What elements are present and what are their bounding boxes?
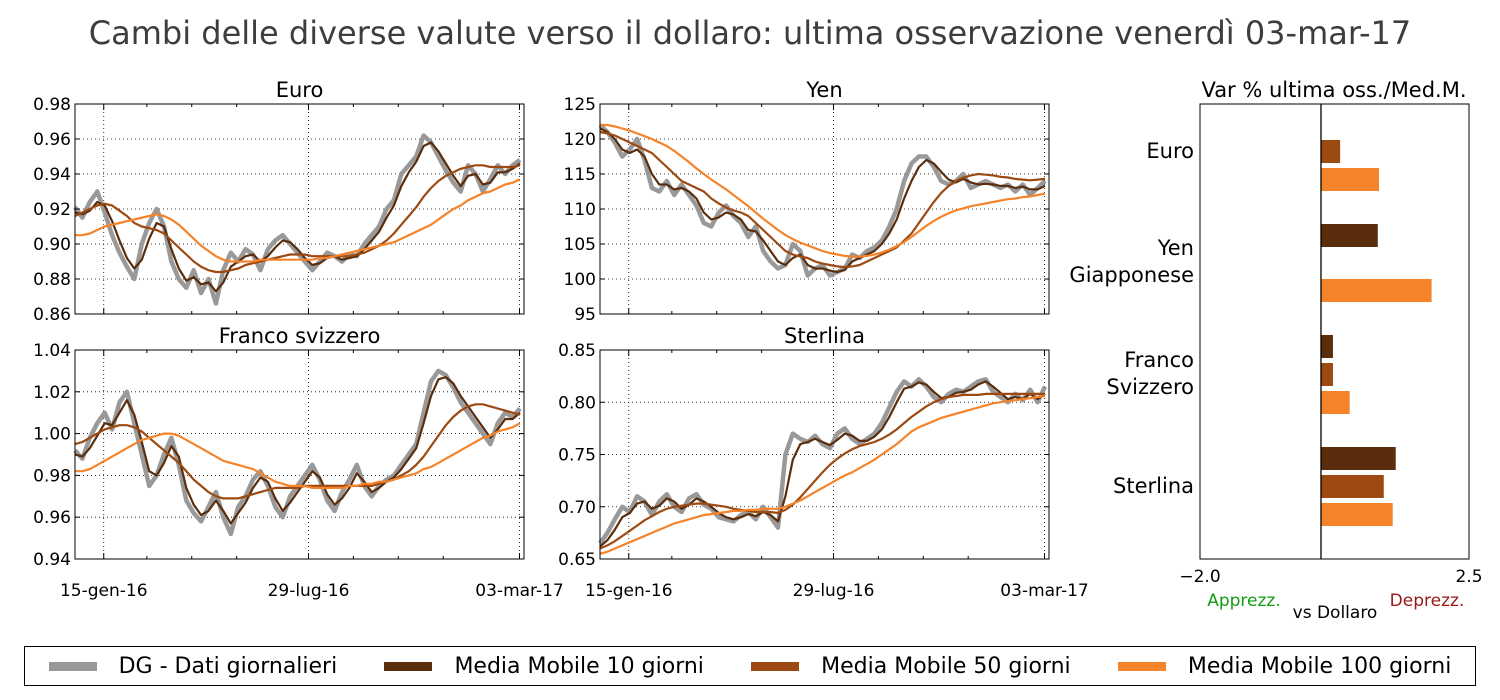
chart-yen: 95 100 105 110 115 120 125 Yen — [564, 78, 1050, 325]
bar — [1321, 224, 1378, 247]
chart-title: Sterlina — [784, 324, 865, 348]
bar — [1321, 335, 1333, 358]
series-daily-line — [73, 133, 522, 306]
legend-item-daily: DG - Dati giornalieri — [48, 653, 338, 679]
y-tick-label: 0.80 — [558, 393, 596, 413]
series-daily-line — [598, 123, 1047, 278]
series-ma50-line — [599, 392, 1045, 550]
bar — [1321, 447, 1396, 470]
x-tick-label: 29-lug-16 — [268, 581, 350, 601]
legend-swatch-ma50 — [751, 661, 800, 671]
series-ma10-line — [599, 127, 1046, 274]
bar — [1321, 391, 1350, 414]
chart-title: Euro — [276, 78, 324, 102]
x-tick-label: 03-mar-17 — [475, 581, 563, 601]
legend-item-ma50: Media Mobile 50 giorni — [751, 653, 1071, 679]
category-label: Yen — [1157, 236, 1194, 260]
series-ma100-line — [75, 422, 521, 489]
category-label: Franco — [1124, 348, 1194, 372]
x-tick-label: 29-lug-16 — [793, 581, 875, 601]
y-tick-label: 125 — [564, 95, 596, 115]
chart-title: Yen — [805, 78, 842, 102]
x-tick-label: 2.5 — [1455, 567, 1482, 587]
y-tick-label: 0.96 — [33, 130, 71, 150]
category-label: Svizzero — [1106, 375, 1194, 399]
y-tick-label: 0.94 — [33, 550, 71, 570]
chart-var-percent: −2.0 2.5 Euro Yen Giapponese Franco Svizzero St… — [1069, 78, 1482, 623]
bar — [1321, 279, 1432, 302]
category-label: Giapponese — [1069, 263, 1194, 287]
bar — [1321, 168, 1379, 191]
series-ma100-line — [600, 123, 1046, 258]
y-tick-label: 0.65 — [558, 550, 596, 570]
chart-franco-svizzero: 0.94 0.96 0.98 1.00 1.02 1.04 15-gen-16 29-lug-… — [33, 324, 564, 601]
legend: DG - Dati giornalieri Media Mobile 10 gi… — [24, 646, 1476, 686]
y-tick-label: 0.88 — [33, 270, 71, 290]
series-ma100-line — [75, 178, 521, 263]
chart-title: Var % ultima oss./Med.M. — [1201, 78, 1466, 102]
series-ma10-line — [599, 380, 1046, 548]
y-tick-label: 0.98 — [33, 466, 71, 486]
legend-swatch-ma10 — [384, 661, 433, 671]
bar — [1321, 503, 1393, 526]
y-tick-label: 0.94 — [33, 165, 71, 185]
vs-dollaro-label: vs Dollaro — [1293, 603, 1378, 623]
y-tick-label: 115 — [564, 165, 596, 185]
legend-swatch-ma100 — [1117, 661, 1166, 671]
y-tick-label: 0.92 — [33, 200, 71, 220]
y-tick-label: 0.70 — [558, 498, 596, 518]
series-ma10-line — [74, 141, 521, 293]
y-tick-label: 1.02 — [33, 383, 71, 403]
x-tick-label: −2.0 — [1179, 567, 1220, 587]
y-tick-label: 0.86 — [33, 305, 71, 325]
y-tick-label: 120 — [564, 130, 596, 150]
category-label: Euro — [1146, 139, 1194, 163]
legend-label-ma50: Media Mobile 50 giorni — [821, 653, 1071, 679]
series-ma50-line — [599, 130, 1046, 269]
legend-label-daily: DG - Dati giornalieri — [118, 653, 338, 679]
chart-title: Franco svizzero — [219, 324, 381, 348]
y-tick-label: 1.00 — [33, 425, 71, 445]
chart-euro: 0.86 0.88 0.90 0.92 0.94 0.96 0.98 Euro — [33, 78, 525, 325]
y-tick-label: 1.04 — [33, 341, 71, 361]
plot-frame — [1199, 103, 1470, 560]
chart-sterlina: 0.65 0.70 0.75 0.80 0.85 15-gen-16 29-lug-16 03… — [558, 324, 1089, 601]
x-tick-label: 03-mar-17 — [1000, 581, 1088, 601]
y-tick-label: 95 — [574, 305, 596, 325]
y-tick-label: 0.85 — [558, 341, 596, 361]
bar — [1321, 475, 1384, 498]
legend-swatch-daily — [48, 661, 97, 671]
legend-label-ma10: Media Mobile 10 giorni — [454, 653, 704, 679]
y-tick-label: 0.96 — [33, 508, 71, 528]
legend-item-ma10: Media Mobile 10 giorni — [384, 653, 704, 679]
plot-frame — [74, 349, 525, 560]
x-tick-label: 15-gen-16 — [60, 581, 148, 601]
deprezz-label: Deprezz. — [1390, 591, 1465, 611]
x-tick-label: 15-gen-16 — [585, 581, 673, 601]
y-tick-label: 0.98 — [33, 95, 71, 115]
page-title: Cambi delle diverse valute verso il doll… — [88, 14, 1412, 52]
y-tick-label: 0.75 — [558, 446, 596, 466]
series-ma100-line — [599, 394, 1046, 555]
apprezz-label: Apprezz. — [1207, 591, 1281, 611]
y-tick-label: 105 — [564, 235, 596, 255]
y-tick-label: 0.90 — [33, 235, 71, 255]
y-tick-label: 110 — [564, 200, 596, 220]
bar — [1321, 363, 1333, 386]
bar — [1321, 140, 1341, 163]
legend-item-ma100: Media Mobile 100 giorni — [1117, 653, 1452, 679]
category-label: Sterlina — [1113, 474, 1194, 498]
legend-label-ma100: Media Mobile 100 giorni — [1187, 653, 1452, 679]
series-ma50-line — [74, 164, 521, 274]
y-tick-label: 100 — [564, 270, 596, 290]
series-ma10-line — [74, 376, 521, 525]
